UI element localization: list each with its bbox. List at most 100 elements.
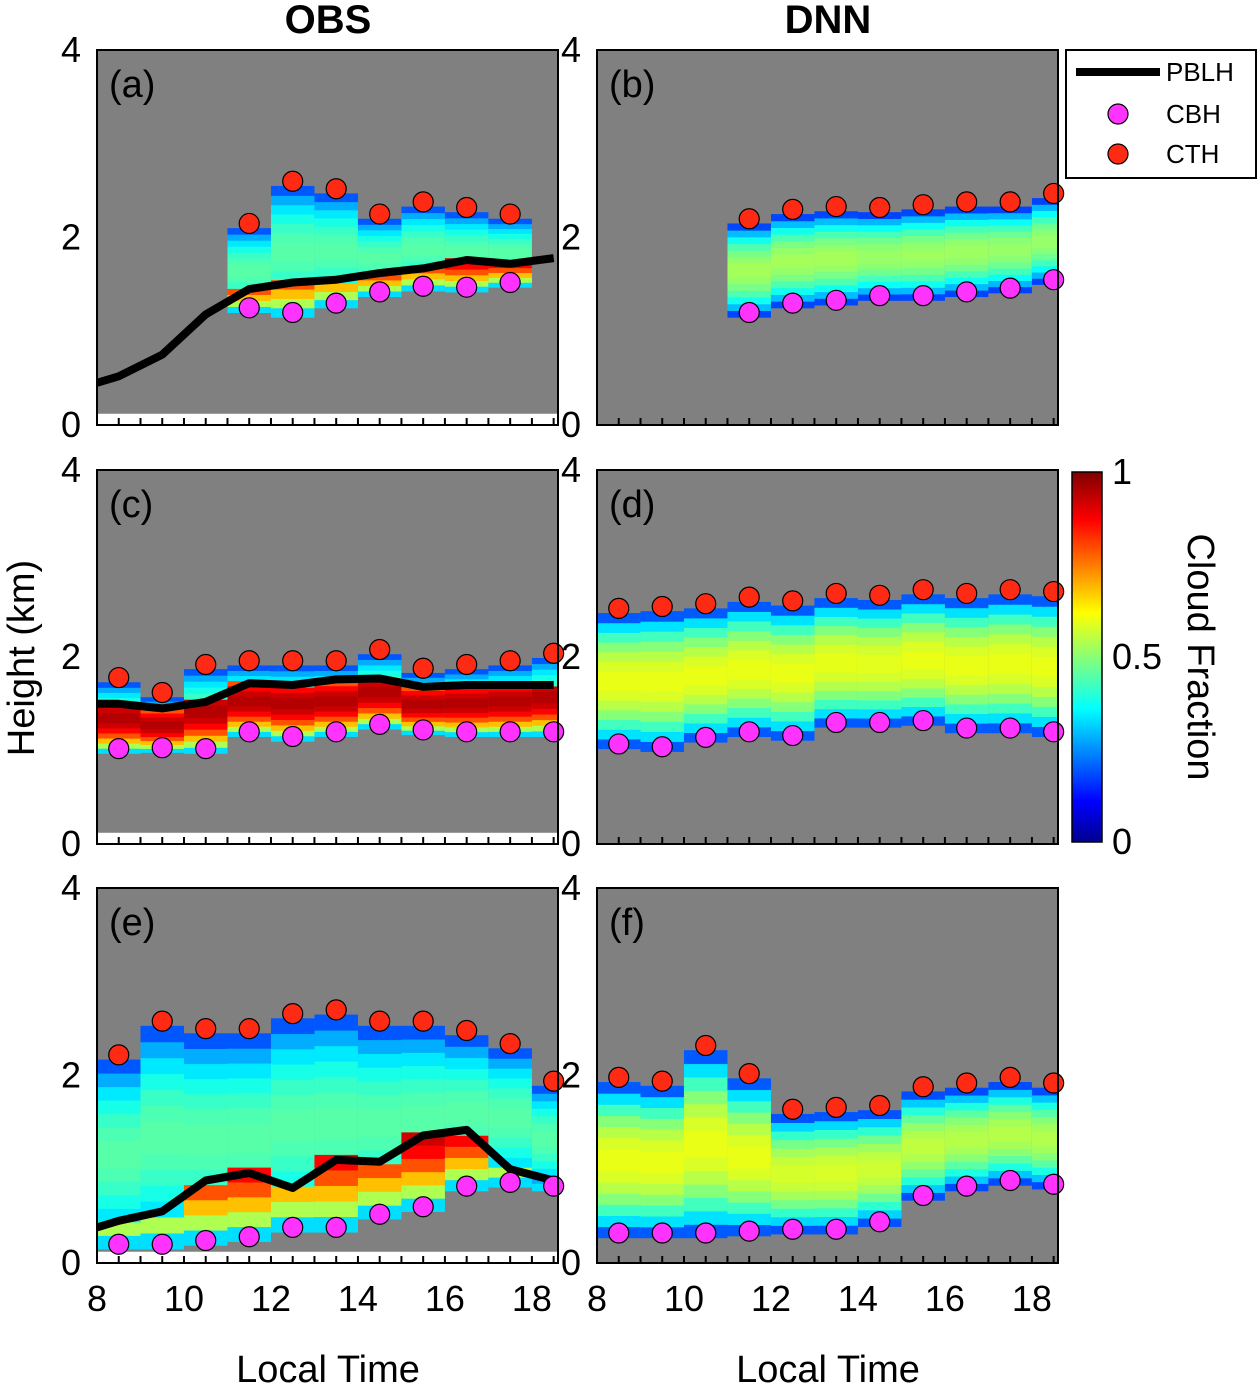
cloud-fraction-cell	[1031, 666, 1058, 677]
cloud-fraction-cell	[727, 243, 771, 251]
cloud-fraction-cell	[901, 1106, 945, 1116]
cth-marker	[369, 203, 391, 225]
cloud-fraction-cell	[488, 1107, 532, 1119]
cloud-fraction-cell	[727, 283, 771, 291]
cth-marker	[325, 650, 347, 672]
cloud-fraction-cell	[97, 722, 141, 729]
cloud-fraction-cell	[640, 1118, 684, 1130]
cloud-fraction-cell	[97, 1181, 141, 1196]
cloud-fraction-cell	[597, 1137, 641, 1150]
cloud-fraction-cell	[357, 274, 402, 281]
cloud-fraction-cell	[640, 1150, 684, 1163]
cloud-fraction-cell	[683, 1050, 728, 1065]
cloud-fraction-cell	[531, 685, 558, 693]
cbh-marker	[108, 1233, 130, 1255]
cloud-fraction-cell	[901, 1138, 945, 1147]
cloud-fraction-cell	[814, 1173, 858, 1183]
cloud-fraction-cell	[1031, 1152, 1058, 1161]
cloud-fraction-cell	[270, 204, 315, 215]
legend: PBLH CBH CTH	[1065, 49, 1257, 179]
cloud-fraction-cell	[944, 626, 989, 638]
y-tick-label: 2	[61, 217, 81, 258]
cloud-fraction-cell	[770, 701, 815, 712]
cbh-marker	[151, 1233, 173, 1255]
cloud-fraction-cell	[770, 260, 815, 269]
cloud-fraction-cell	[857, 672, 902, 683]
cloud-fraction-cell	[988, 243, 1032, 251]
cloud-fraction-cell	[857, 224, 902, 232]
cloud-fraction-cell	[314, 226, 358, 235]
cloud-fraction-cell	[183, 1048, 228, 1065]
cloud-fraction-cell	[814, 644, 858, 654]
cloud-fraction-cell	[444, 1090, 489, 1103]
x-tick-label: 18	[512, 1278, 552, 1319]
cloud-fraction-cell	[944, 1161, 989, 1170]
cloud-fraction-cell	[988, 225, 1032, 232]
cloud-fraction-cell	[1031, 216, 1058, 224]
cloud-fraction-cell	[183, 693, 228, 700]
cloud-fraction-cell	[770, 227, 815, 235]
y-tick-label: 2	[561, 636, 581, 677]
cloud-fraction-cell	[640, 621, 684, 632]
cloud-fraction-cell	[401, 248, 445, 256]
cloud-fraction-cell	[857, 618, 902, 628]
cloud-fraction-cell	[401, 1065, 445, 1080]
cth-marker	[195, 653, 217, 676]
cloud-fraction-cell	[444, 269, 489, 276]
cloud-fraction-cell	[1031, 259, 1058, 267]
cloud-fraction-cell	[227, 246, 271, 253]
axes-frame	[96, 469, 559, 845]
cloud-fraction-cell	[1031, 596, 1058, 607]
cloud-fraction-cell	[814, 625, 858, 636]
cloud-fraction-cell	[944, 1102, 989, 1111]
panel-a: 0 2 4 (a)	[61, 29, 559, 445]
cloud-fraction-cell	[227, 685, 271, 692]
y-axis-label: Height (km)	[1, 560, 43, 756]
cbh-marker	[651, 736, 673, 758]
cloud-fraction-cell	[901, 687, 945, 698]
cloud-fraction-cell	[270, 719, 315, 726]
cloud-fraction-cell	[988, 237, 1032, 245]
cloud-fraction-cell	[770, 672, 815, 684]
cth-marker	[912, 194, 934, 216]
cloud-fraction-cell	[944, 212, 989, 220]
cloud-fraction-cell	[814, 284, 858, 293]
cloud-fraction-cell	[140, 1025, 184, 1043]
cloud-fraction-cell	[727, 659, 771, 670]
cloud-fraction-cell	[727, 297, 771, 305]
cloud-fraction-cell	[97, 687, 141, 693]
cloud-fraction-cell	[770, 220, 815, 228]
cth-marker	[195, 1018, 217, 1040]
cloud-fraction-cell	[901, 1130, 945, 1139]
cloud-fraction-cell	[901, 1169, 945, 1178]
cloud-fraction-cell	[770, 624, 815, 635]
cloud-fraction-cell	[727, 1100, 771, 1113]
cloud-fraction-cell	[814, 607, 858, 618]
cloud-fraction-cell	[683, 1130, 728, 1145]
cloud-fraction-cell	[857, 231, 902, 238]
cloud-fraction-cell	[401, 1078, 445, 1093]
cloud-fraction-cell	[270, 703, 315, 710]
cloud-fraction-cell	[401, 1092, 445, 1106]
cloud-fraction-cell	[683, 1063, 728, 1078]
cloud-fraction-cell	[314, 266, 358, 276]
cloud-fraction-cell	[857, 256, 902, 264]
panel-c: 0 2 4 (c)	[61, 449, 565, 864]
cloud-fraction-cell	[988, 614, 1032, 625]
cloud-fraction-cell	[597, 680, 641, 692]
cloud-fraction-cell	[140, 1169, 184, 1186]
cloud-fraction-cell	[531, 674, 558, 681]
cloud-fraction-cell	[683, 1170, 728, 1185]
cloud-fraction-cell	[901, 1114, 945, 1124]
cloud-fraction-cell	[314, 1169, 358, 1186]
cloud-fraction-cell	[727, 1123, 771, 1136]
cbh-marker	[782, 292, 804, 314]
cloud-fraction-cell	[901, 659, 945, 670]
cloud-fraction-cell	[97, 1167, 141, 1182]
cloud-fraction-cell	[597, 690, 641, 701]
cbh-marker	[238, 1226, 260, 1248]
cloud-fraction-cell	[401, 1105, 445, 1120]
cloud-fraction-cell	[988, 231, 1032, 238]
cloud-fraction-cell	[1031, 1160, 1058, 1168]
cloud-fraction-cell	[270, 214, 315, 224]
